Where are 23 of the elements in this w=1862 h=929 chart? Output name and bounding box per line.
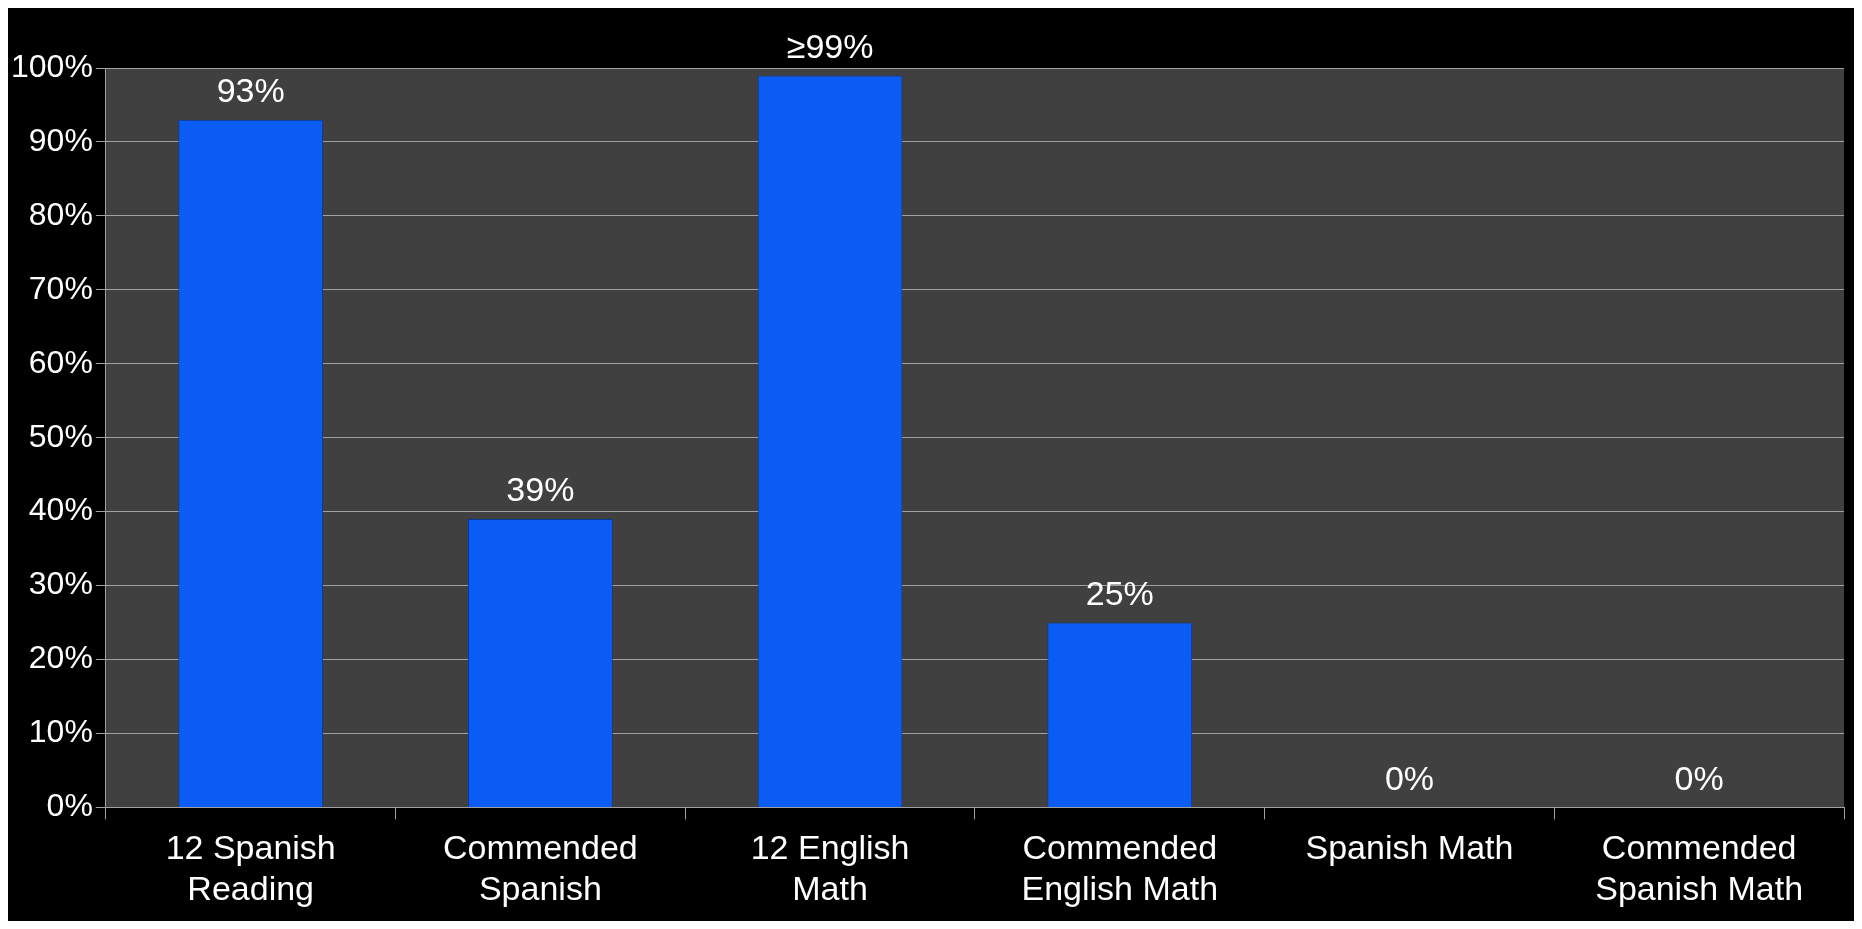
y-tick-label: 70% (28, 269, 93, 306)
y-tick-label: 90% (28, 121, 93, 158)
x-tick-label: Commended English Math (1021, 828, 1219, 907)
y-tick-label: 100% (11, 47, 93, 84)
data-label: 93% (216, 71, 285, 110)
data-label: 0% (1384, 758, 1435, 797)
y-tick-label: 60% (28, 343, 93, 380)
x-tick-label: Spanish Math (1305, 828, 1514, 867)
y-tick-label: 40% (28, 491, 93, 528)
data-label: 39% (506, 470, 575, 509)
data-label: 25% (1085, 573, 1154, 612)
data-label: ≥99% (786, 26, 874, 65)
data-label: 0% (1674, 758, 1724, 797)
y-tick-label: 80% (28, 195, 93, 232)
x-tick-label: 12 Spanish Reading (165, 828, 336, 907)
y-tick-label: 20% (28, 639, 93, 676)
x-tick-label: Commended Spanish (443, 828, 638, 907)
x-tick-label: Commended Spanish Math (1595, 828, 1804, 907)
x-tick-label: 12 English Math (750, 828, 910, 907)
y-tick-label: 30% (28, 565, 93, 602)
y-tick-label: 10% (28, 713, 93, 750)
y-tick-label: 50% (28, 417, 93, 454)
y-tick-label: 0% (46, 787, 93, 824)
